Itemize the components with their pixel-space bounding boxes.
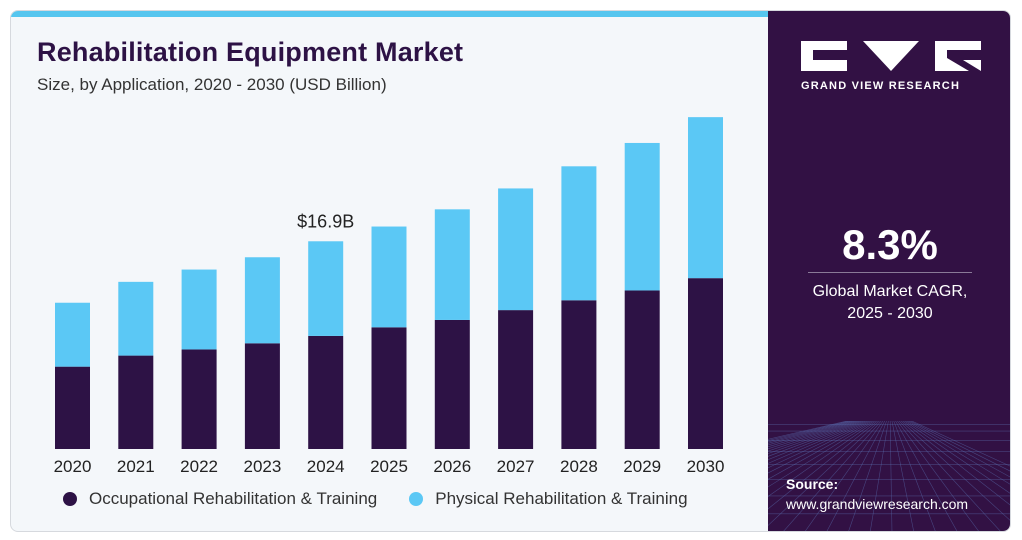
- x-tick-label-2029: 2029: [623, 457, 661, 476]
- x-tick-label-2023: 2023: [243, 457, 281, 476]
- grand-view-research-logo-icon: [801, 41, 981, 71]
- x-tick-label-2024: 2024: [307, 457, 345, 476]
- bar-occupational-2028: [561, 300, 597, 449]
- bar-physical-2022: [181, 269, 217, 350]
- decorative-grid-background: [768, 421, 1010, 531]
- cagr-value: 8.3%: [842, 221, 938, 268]
- legend-label-physical: Physical Rehabilitation & Training: [435, 489, 688, 508]
- bar-occupational-2025: [371, 327, 407, 449]
- x-tick-label-2026: 2026: [433, 457, 471, 476]
- legend-swatch-physical: [409, 492, 424, 506]
- bar-occupational-2020: [55, 366, 90, 449]
- bar-physical-2023: [244, 257, 280, 344]
- bar-physical-2025: [371, 226, 407, 328]
- stacked-bar-chart: 2020 2021 2022 2023 2024 2025 2026 2027 2028 2029…: [54, 117, 725, 476]
- legend-swatch-occupational: [63, 492, 77, 506]
- x-tick-label-2025: 2025: [370, 457, 408, 476]
- chart-legend: Occupational Rehabilitation & Training P…: [63, 489, 720, 509]
- infographic-card: Rehabilitation Equipment Market Size, by…: [10, 10, 1011, 532]
- bar-physical-2021: [118, 281, 154, 356]
- x-tick-label-2027: 2027: [497, 457, 535, 476]
- x-tick-label-2030: 2030: [687, 457, 725, 476]
- bar-occupational-2027: [498, 310, 534, 449]
- source-label: Source:: [786, 476, 839, 492]
- x-tick-label-2028: 2028: [560, 457, 598, 476]
- chart-subtitle: Size, by Application, 2020 - 2030 (USD B…: [37, 75, 387, 94]
- bar-physical-2026: [434, 209, 470, 320]
- bar-occupational-2024: [308, 335, 344, 449]
- x-tick-label-2021: 2021: [117, 457, 155, 476]
- logo-wordmark: GRAND VIEW RESEARCH: [801, 80, 961, 92]
- bar-physical-2028: [561, 166, 597, 301]
- x-tick-label-2020: 2020: [54, 457, 92, 476]
- bar-occupational-2023: [244, 343, 280, 449]
- bar-occupational-2030: [688, 278, 723, 449]
- bar-occupational-2021: [118, 355, 154, 449]
- data-label-2024: $16.9B: [297, 211, 354, 231]
- cagr-label-line2: 2025 - 2030: [847, 305, 933, 322]
- bar-physical-2027: [498, 188, 534, 311]
- bar-physical-2024: [308, 241, 344, 336]
- bar-physical-2030: [688, 117, 723, 279]
- legend-item-physical: Physical Rehabilitation & Training: [409, 489, 688, 509]
- bar-physical-2029: [624, 142, 660, 291]
- bar-physical-2020: [55, 302, 90, 367]
- cagr-label-line1: Global Market CAGR,: [812, 283, 968, 300]
- chart-title: Rehabilitation Equipment Market: [37, 37, 464, 67]
- bar-occupational-2022: [181, 349, 217, 449]
- sidebar-panel: GRAND VIEW RESEARCH 8.3% Global Market C…: [768, 11, 1010, 531]
- legend-item-occupational: Occupational Rehabilitation & Training: [63, 489, 377, 509]
- top-accent-bar: [11, 11, 768, 17]
- bar-occupational-2026: [434, 319, 470, 449]
- cagr-label: Global Market CAGR, 2025 - 2030: [768, 281, 1010, 325]
- source-url[interactable]: www.grandviewresearch.com: [786, 496, 969, 512]
- bar-occupational-2029: [624, 290, 660, 449]
- cagr-divider: [808, 272, 972, 273]
- legend-label-occupational: Occupational Rehabilitation & Training: [89, 489, 378, 508]
- x-tick-label-2022: 2022: [180, 457, 218, 476]
